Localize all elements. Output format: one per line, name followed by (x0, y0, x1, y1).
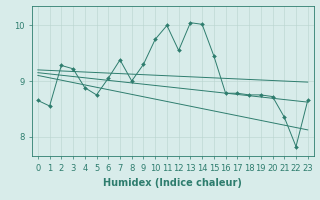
X-axis label: Humidex (Indice chaleur): Humidex (Indice chaleur) (103, 178, 242, 188)
